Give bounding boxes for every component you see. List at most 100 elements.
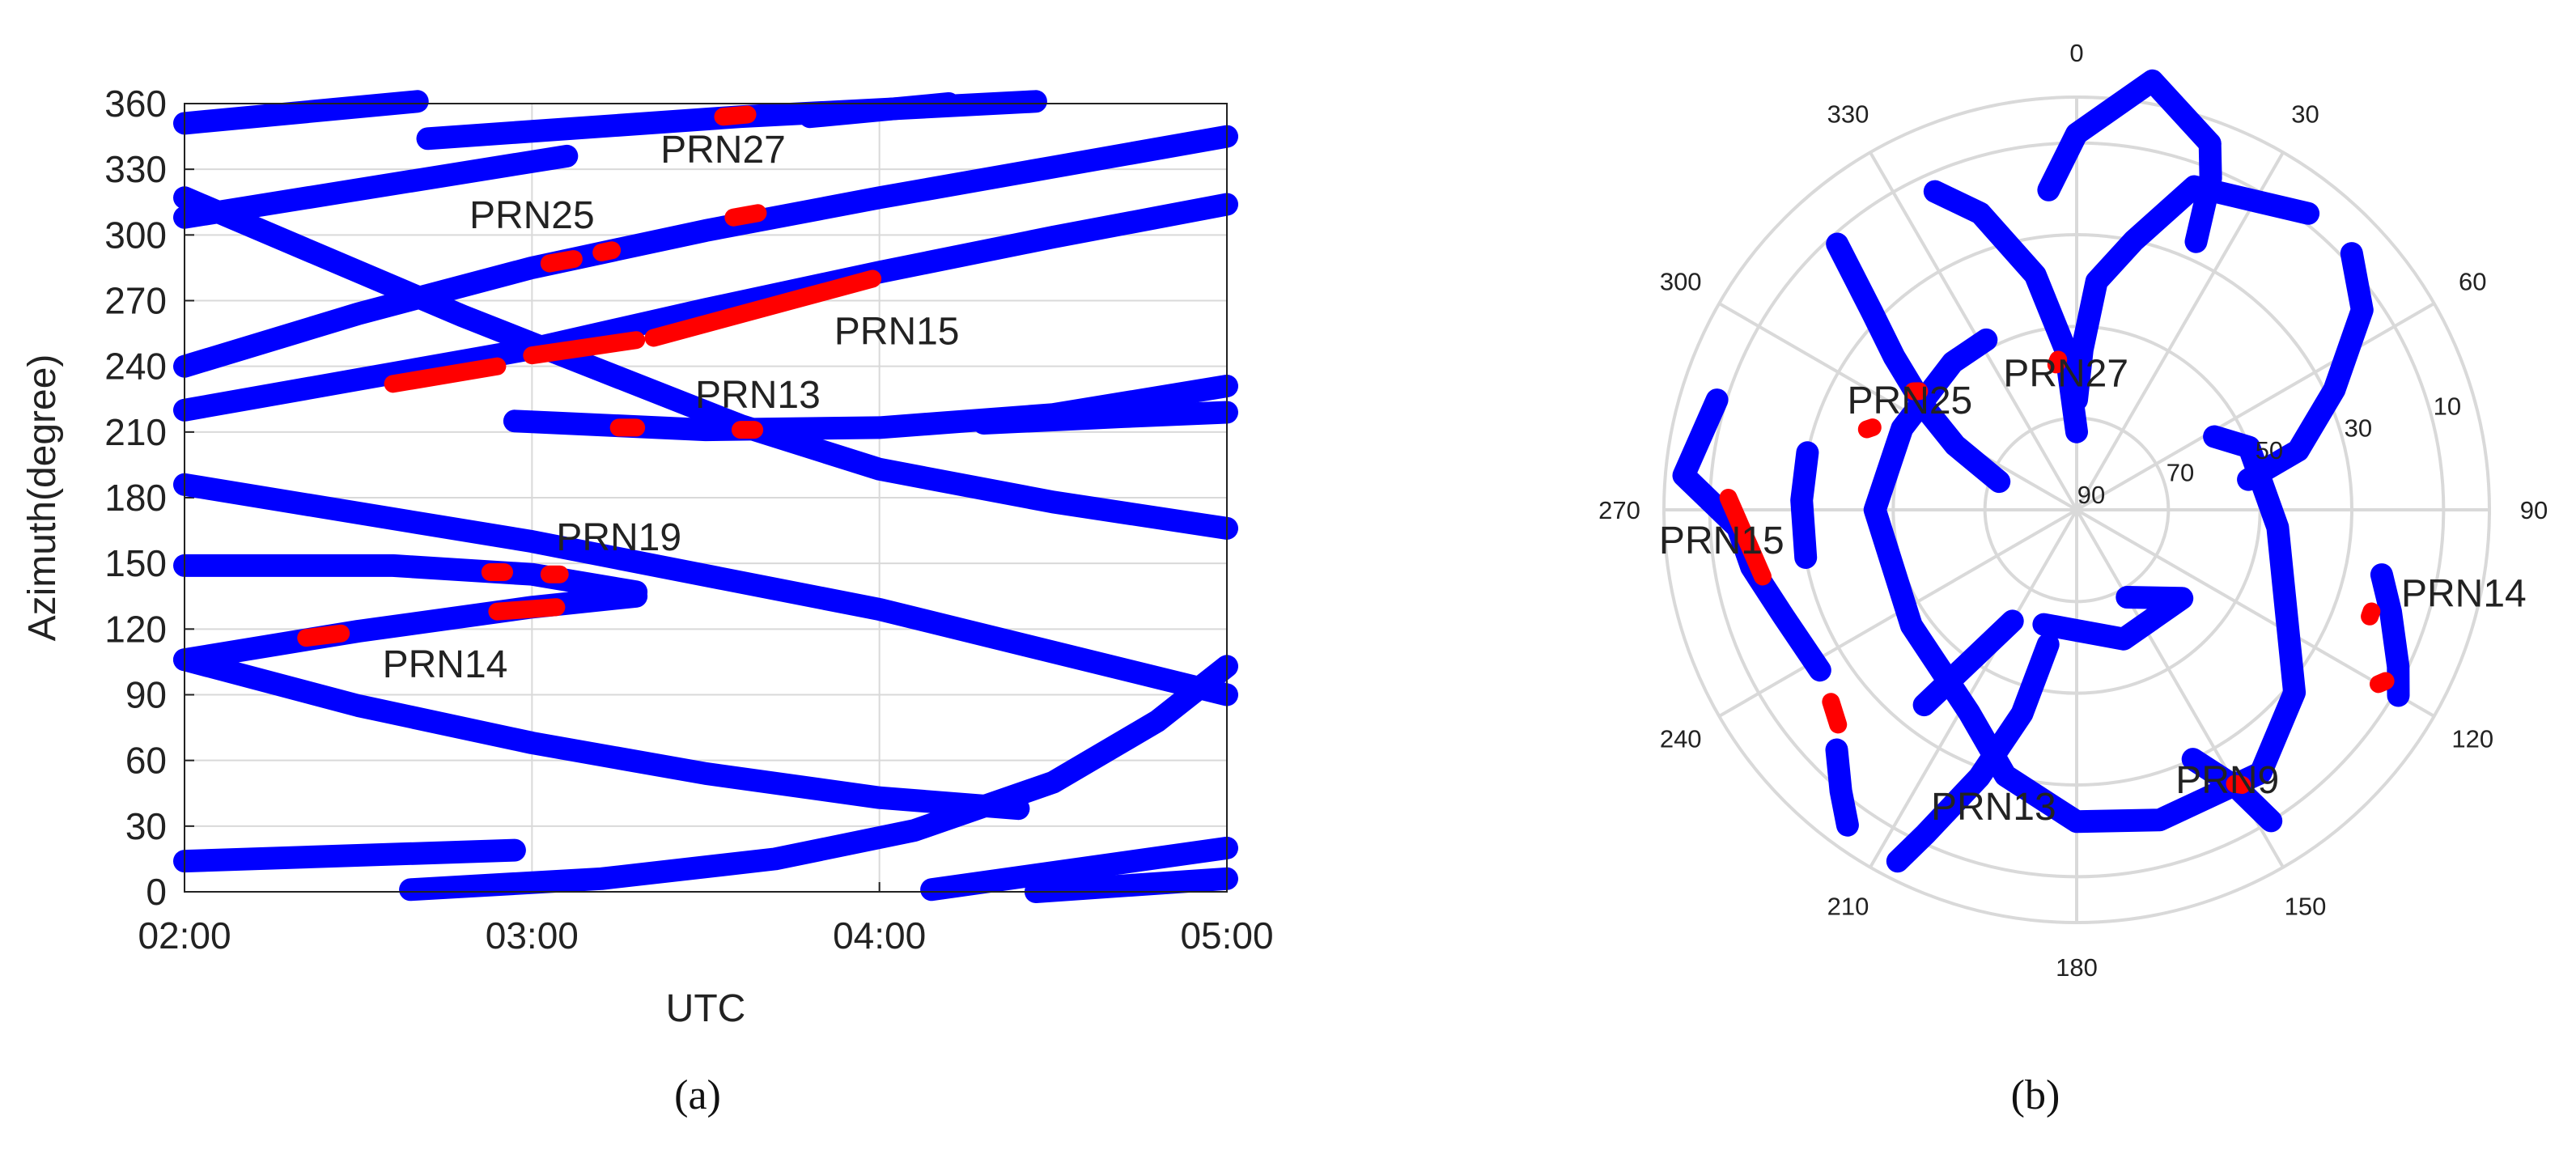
y-tick-label: 60: [125, 740, 167, 782]
skyplot-track: [2032, 586, 2194, 651]
highlight-segment: [297, 624, 350, 647]
azimuth-tick-label: 0: [2069, 39, 2083, 67]
elevation-label: 30: [2345, 414, 2372, 443]
azimuth-tick-label: 300: [1660, 268, 1702, 296]
satellite-track: [920, 836, 1238, 902]
y-tick-label: 360: [104, 83, 167, 125]
azimuth-spoke: [1869, 509, 2078, 868]
elevation-labels: 90 70 50 30 10: [2077, 392, 2461, 509]
skyplot-track: [2184, 132, 2222, 253]
y-axis-label: Azimuth(degree): [21, 354, 64, 642]
x-tick-label: 03:00: [486, 914, 579, 957]
skyplot-track: [1826, 232, 2011, 494]
skyplot-track: [1886, 633, 2060, 873]
y-tick-labels: 0 30 60 90 120 150 180 210 240 270 300 330 360: [104, 83, 194, 913]
x-tick-label: 02:00: [138, 914, 231, 957]
azimuth-spoke: [2075, 151, 2285, 511]
azimuth-spoke: [2075, 302, 2435, 511]
highlight-segment: [644, 269, 882, 347]
prn-label: PRN13: [1931, 786, 2056, 829]
polar-grid: [1662, 95, 2491, 924]
skyplot-track: [2370, 563, 2410, 707]
highlight-segment: [2361, 602, 2381, 626]
highlight-segment: [384, 357, 507, 393]
azimuth-tick-label: 330: [1827, 100, 1869, 129]
highlight-segment: [540, 250, 583, 273]
elevation-label: 90: [2077, 481, 2105, 509]
highlight-segment: [1822, 693, 1848, 734]
prn-label: PRN27: [2003, 353, 2128, 396]
y-tick-label: 120: [104, 608, 167, 650]
highlighted-segments: [1719, 350, 2395, 795]
highlight-segment: [592, 241, 622, 261]
highlighted-segments: [297, 105, 882, 647]
skyplot-track: [2237, 242, 2374, 491]
panel-caption-b: (b): [2011, 1072, 2060, 1118]
y-tick-label: 90: [125, 674, 167, 716]
y-tick-label: 150: [104, 542, 167, 584]
prn-label: PRN27: [660, 129, 786, 172]
azimuth-tick-label: 240: [1660, 725, 1702, 753]
x-tick-label: 05:00: [1180, 914, 1273, 957]
prn-labels: PRN27 PRN25 PRN15 PRN13 PRN19 PRN14: [383, 129, 960, 686]
satellite-track: [173, 144, 579, 229]
azimuth-tick-label: 270: [1598, 496, 1640, 524]
satellite-track: [798, 92, 961, 129]
satellite-track: [173, 193, 1238, 422]
skyplot-track: [1825, 738, 1859, 837]
skyplot-track: [2037, 69, 2222, 202]
skyplot-track: [1790, 441, 1819, 569]
azimuth-tick-label: 120: [2451, 725, 2493, 753]
highlight-segment: [2226, 774, 2251, 795]
highlight-segment: [1857, 418, 1882, 439]
satellite-track: [173, 125, 1238, 378]
azimuth-spoke: [1718, 302, 2078, 511]
highlight-segment: [714, 105, 757, 126]
prn-label: PRN14: [383, 643, 508, 686]
azimuth-tick-labels: 0 30 60 90 120 150 180 210 240 270 300 330: [1598, 39, 2548, 982]
prn-label: PRN15: [1659, 520, 1785, 562]
prn-label: PRN25: [469, 194, 595, 237]
x-tick-label: 04:00: [833, 914, 926, 957]
prn-label: PRN25: [1848, 380, 1973, 422]
satellite-tracks: [1672, 69, 2410, 873]
highlight-segment: [488, 598, 566, 621]
prn-label: PRN15: [834, 311, 960, 354]
highlight-segment: [1719, 488, 1772, 586]
satellite-tracks: [173, 90, 1238, 903]
azimuth-tick-label: 60: [2459, 268, 2486, 296]
skyplot-track: [1863, 328, 2307, 834]
satellite-track: [972, 401, 1238, 435]
azimuth-tick-label: 180: [2056, 953, 2098, 982]
skyplot: 0 30 60 90 120 150 180 210 240 270 300 330 90 70 50 30…: [1598, 39, 2548, 1118]
highlight-segment: [2047, 350, 2068, 374]
y-tick-label: 30: [125, 805, 167, 847]
elevation-label: 50: [2256, 436, 2283, 465]
prn-label: PRN9: [2175, 759, 2279, 802]
highlight-segment: [724, 204, 767, 227]
satellite-track: [399, 655, 1238, 902]
x-tick-labels: 02:00 03:00 04:00 05:00: [138, 882, 1274, 957]
azimuth-tick-label: 90: [2520, 496, 2548, 524]
skyplot-track: [2065, 175, 2320, 411]
azimuth-tick-label: 30: [2291, 100, 2319, 129]
prn-label: PRN19: [556, 516, 681, 559]
y-tick-label: 0: [146, 871, 167, 913]
satellite-track: [173, 648, 1030, 821]
plot-frame: [184, 103, 1228, 893]
satellite-track: [173, 186, 1238, 540]
satellite-track: [173, 90, 429, 135]
y-tick-label: 240: [104, 346, 167, 388]
azimuth-spoke: [1869, 151, 2078, 511]
y-tick-label: 210: [104, 411, 167, 453]
satellite-track: [173, 554, 648, 604]
satellite-track: [173, 838, 526, 873]
y-tick-label: 270: [104, 280, 167, 322]
x-axis-label: UTC: [666, 987, 746, 1030]
prn-label: PRN13: [695, 374, 821, 417]
y-tick-label: 330: [104, 148, 167, 190]
prn-labels: PRN27 PRN25 PRN15 PRN14 PRN13 PRN9: [1659, 353, 2527, 829]
satellite-track: [173, 473, 1238, 706]
y-tick-label: 180: [104, 477, 167, 519]
